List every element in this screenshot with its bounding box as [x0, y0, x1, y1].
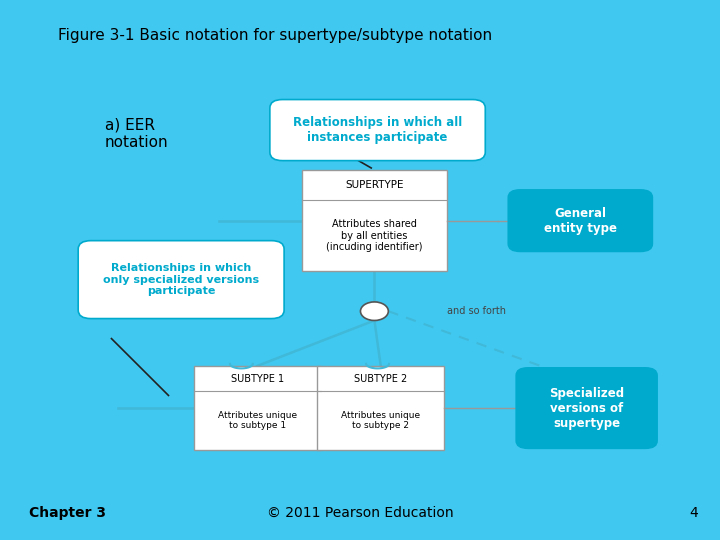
Text: Attributes shared
by all entities
(incuding identifier): Attributes shared by all entities (incud… [326, 219, 423, 252]
Bar [302, 170, 447, 271]
Text: SUBTYPE 1: SUBTYPE 1 [230, 374, 284, 383]
Text: © 2011 Pearson Education: © 2011 Pearson Education [266, 506, 454, 520]
Text: a) EER
notation: a) EER notation [105, 117, 168, 150]
Bar [194, 366, 320, 450]
Text: Attributes unique
to subtype 2: Attributes unique to subtype 2 [341, 411, 420, 430]
Text: Chapter 3: Chapter 3 [29, 506, 106, 520]
Bar [318, 366, 444, 450]
FancyBboxPatch shape [78, 241, 284, 319]
Text: General
entity type: General entity type [544, 207, 617, 235]
Text: SUBTYPE 2: SUBTYPE 2 [354, 374, 408, 383]
FancyBboxPatch shape [508, 189, 653, 252]
Text: Specialized
versions of
supertype: Specialized versions of supertype [549, 387, 624, 430]
Text: Attributes unique
to subtype 1: Attributes unique to subtype 1 [217, 411, 297, 430]
Circle shape [361, 302, 388, 320]
FancyBboxPatch shape [516, 367, 658, 449]
Text: and so forth: and so forth [447, 306, 506, 316]
Text: 4: 4 [690, 506, 698, 520]
Text: SUPERTYPE: SUPERTYPE [345, 180, 404, 190]
FancyBboxPatch shape [270, 99, 485, 160]
Text: Relationships in which
only specialized versions
participate: Relationships in which only specialized … [103, 263, 259, 296]
Text: Relationships in which all
instances participate: Relationships in which all instances par… [293, 116, 462, 144]
Text: Figure 3-1 Basic notation for supertype/subtype notation: Figure 3-1 Basic notation for supertype/… [58, 28, 492, 43]
